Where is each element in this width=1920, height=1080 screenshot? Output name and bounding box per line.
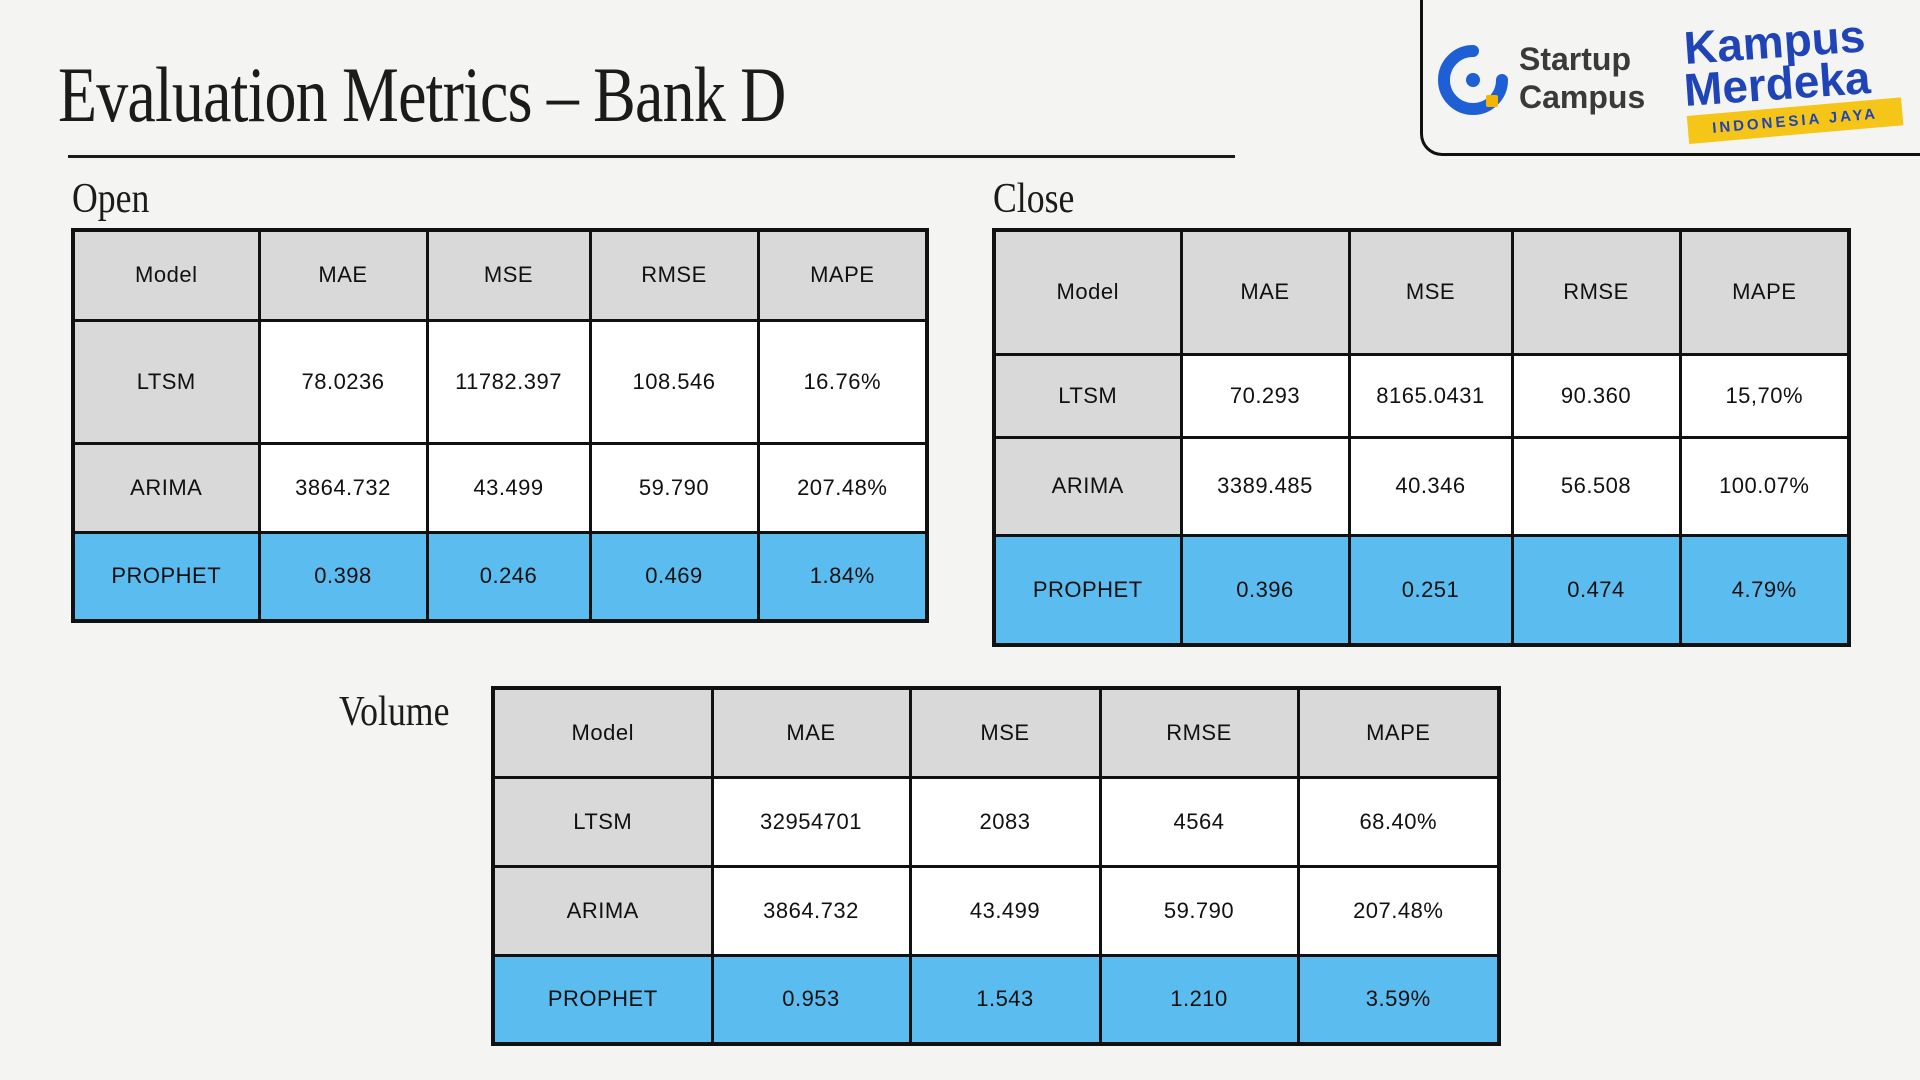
rmse-cell: 0.474: [1510, 533, 1682, 647]
table-row-arima: ARIMA 3389.485 40.346 56.508 100.07%: [992, 435, 1851, 537]
page-title: Evaluation Metrics – Bank D: [58, 51, 786, 138]
mae-cell: 0.398: [257, 530, 429, 623]
model-name-cell: PROPHET: [992, 533, 1183, 647]
mape-cell: 1.84%: [756, 530, 929, 623]
column-header-model: Model: [992, 228, 1183, 356]
rmse-cell: 59.790: [1098, 864, 1300, 957]
mse-cell: 40.346: [1347, 435, 1514, 537]
mae-cell: 3864.732: [257, 441, 429, 534]
model-name-cell: LTSM: [491, 775, 714, 868]
column-header-rmse: RMSE: [588, 228, 760, 322]
startup-campus-line1: Startup: [1519, 41, 1631, 77]
mse-cell: 43.499: [908, 864, 1102, 957]
rmse-cell: 90.360: [1510, 352, 1682, 439]
table-row-prophet: PROPHET 0.396 0.251 0.474 4.79%: [992, 533, 1851, 647]
column-header-model: Model: [491, 686, 714, 779]
column-header-mse: MSE: [908, 686, 1102, 779]
column-header-rmse: RMSE: [1098, 686, 1300, 779]
mse-cell: 0.251: [1347, 533, 1514, 647]
mse-cell: 8165.0431: [1347, 352, 1514, 439]
model-name-cell: PROPHET: [71, 530, 261, 623]
column-header-mape: MAPE: [1296, 686, 1501, 779]
volume-metrics-table: Model MAE MSE RMSE MAPE LTSM 32954701 20…: [491, 686, 1501, 1046]
open-metrics-table: Model MAE MSE RMSE MAPE LTSM 78.0236 117…: [71, 228, 929, 623]
startup-campus-logo-icon: [1438, 45, 1508, 115]
mape-cell: 207.48%: [756, 441, 929, 534]
rmse-cell: 4564: [1098, 775, 1300, 868]
model-name-cell: LTSM: [71, 318, 261, 445]
mse-cell: 11782.397: [425, 318, 592, 445]
mae-cell: 0.396: [1179, 533, 1351, 647]
table-row-ltsm: LTSM 70.293 8165.0431 90.360 15,70%: [992, 352, 1851, 439]
startup-campus-logo-text: Startup Campus: [1519, 40, 1645, 116]
title-divider: [68, 155, 1235, 158]
close-table-label: Close: [993, 176, 1075, 222]
volume-table-label: Volume: [339, 689, 450, 735]
mape-cell: 68.40%: [1296, 775, 1501, 868]
table-header-row: Model MAE MSE RMSE MAPE: [992, 228, 1851, 356]
mape-cell: 4.79%: [1678, 533, 1851, 647]
column-header-rmse: RMSE: [1510, 228, 1682, 356]
table-row-arima: ARIMA 3864.732 43.499 59.790 207.48%: [71, 441, 929, 534]
column-header-mae: MAE: [710, 686, 912, 779]
column-header-mae: MAE: [1179, 228, 1351, 356]
column-header-mae: MAE: [257, 228, 429, 322]
mse-cell: 0.246: [425, 530, 592, 623]
rmse-cell: 56.508: [1510, 435, 1682, 537]
mape-cell: 3.59%: [1296, 953, 1501, 1046]
model-name-cell: ARIMA: [71, 441, 261, 534]
rmse-cell: 0.469: [588, 530, 760, 623]
table-row-arima: ARIMA 3864.732 43.499 59.790 207.48%: [491, 864, 1501, 957]
column-header-mse: MSE: [425, 228, 592, 322]
open-table-label: Open: [72, 176, 150, 222]
mse-cell: 43.499: [425, 441, 592, 534]
model-name-cell: PROPHET: [491, 953, 714, 1046]
mape-cell: 15,70%: [1678, 352, 1851, 439]
column-header-mape: MAPE: [1678, 228, 1851, 356]
mse-cell: 2083: [908, 775, 1102, 868]
mae-cell: 3389.485: [1179, 435, 1351, 537]
mae-cell: 70.293: [1179, 352, 1351, 439]
mae-cell: 78.0236: [257, 318, 429, 445]
mape-cell: 100.07%: [1678, 435, 1851, 537]
column-header-mse: MSE: [1347, 228, 1514, 356]
mse-cell: 1.543: [908, 953, 1102, 1046]
table-row-prophet: PROPHET 0.953 1.543 1.210 3.59%: [491, 953, 1501, 1046]
mape-cell: 207.48%: [1296, 864, 1501, 957]
kampus-merdeka-logo: Kampus Merdeka INDONESIA JAYA: [1680, 9, 1905, 148]
column-header-mape: MAPE: [756, 228, 929, 322]
column-header-model: Model: [71, 228, 261, 322]
model-name-cell: ARIMA: [992, 435, 1183, 537]
mape-cell: 16.76%: [756, 318, 929, 445]
startup-campus-line2: Campus: [1519, 79, 1646, 115]
mae-cell: 3864.732: [710, 864, 912, 957]
rmse-cell: 59.790: [588, 441, 760, 534]
close-metrics-table: Model MAE MSE RMSE MAPE LTSM 70.293 8165…: [992, 228, 1851, 647]
table-header-row: Model MAE MSE RMSE MAPE: [491, 686, 1501, 779]
model-name-cell: ARIMA: [491, 864, 714, 957]
model-name-cell: LTSM: [992, 352, 1183, 439]
table-row-prophet: PROPHET 0.398 0.246 0.469 1.84%: [71, 530, 929, 623]
table-row-ltsm: LTSM 32954701 2083 4564 68.40%: [491, 775, 1501, 868]
table-header-row: Model MAE MSE RMSE MAPE: [71, 228, 929, 322]
mae-cell: 0.953: [710, 953, 912, 1046]
mae-cell: 32954701: [710, 775, 912, 868]
table-row-ltsm: LTSM 78.0236 11782.397 108.546 16.76%: [71, 318, 929, 445]
rmse-cell: 1.210: [1098, 953, 1300, 1046]
rmse-cell: 108.546: [588, 318, 760, 445]
